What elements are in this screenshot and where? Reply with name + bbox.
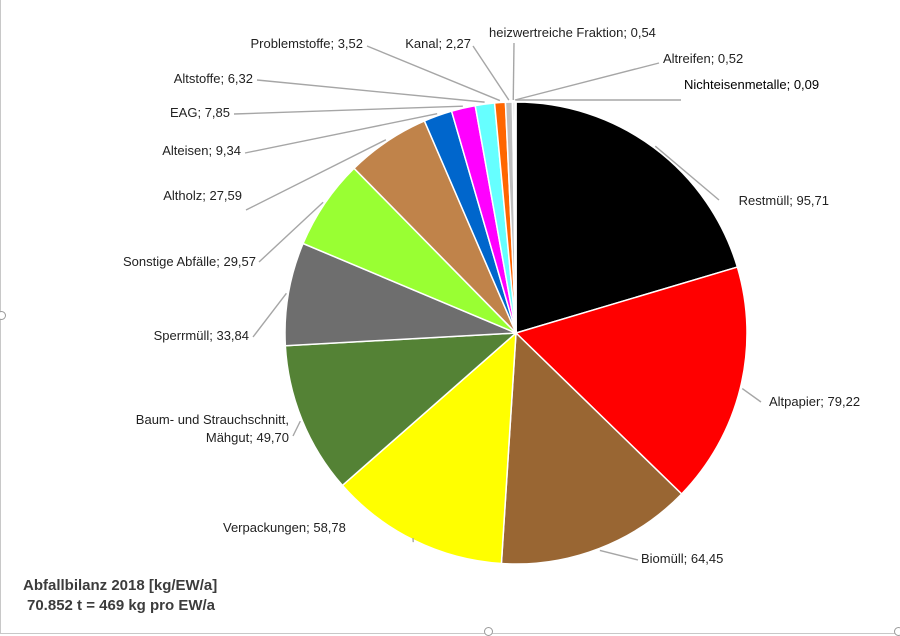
resize-handle-bottom[interactable] bbox=[484, 627, 493, 636]
leader-line bbox=[513, 43, 514, 100]
data-label: Sonstige Abfälle; 29,57 bbox=[123, 254, 256, 269]
data-label: Alteisen; 9,34 bbox=[162, 143, 241, 158]
data-label: Altholz; 27,59 bbox=[163, 188, 242, 203]
data-label: heizwertreiche Fraktion; 0,54 bbox=[489, 25, 656, 40]
leader-line bbox=[600, 550, 638, 560]
data-label: Kanal; 2,27 bbox=[405, 36, 471, 51]
leader-line bbox=[257, 80, 485, 102]
data-label: Problemstoffe; 3,52 bbox=[251, 36, 364, 51]
leader-line bbox=[253, 293, 286, 337]
data-label: Baum- und Strauchschnitt,Mähgut; 49,70 bbox=[136, 412, 289, 445]
data-label: Altpapier; 79,22 bbox=[769, 394, 860, 409]
data-label: Restmüll; 95,71 bbox=[739, 193, 829, 208]
summary-total: 70.852 t = 469 kg pro EW/a bbox=[23, 596, 217, 616]
data-label: Sperrmüll; 33,84 bbox=[154, 328, 249, 343]
data-label: Altreifen; 0,52 bbox=[663, 51, 743, 66]
resize-handle-bottom-right[interactable] bbox=[894, 627, 900, 636]
leader-line bbox=[515, 63, 659, 100]
summary-box: Abfallbilanz 2018 [kg/EW/a] 70.852 t = 4… bbox=[23, 576, 217, 616]
data-label: Altstoffe; 6,32 bbox=[174, 71, 253, 86]
data-label: Nichteisenmetalle; 0,09 bbox=[684, 77, 819, 92]
data-label: Verpackungen; 58,78 bbox=[223, 520, 346, 535]
leader-line bbox=[742, 389, 761, 402]
leader-line bbox=[234, 106, 463, 114]
summary-title: Abfallbilanz 2018 [kg/EW/a] bbox=[23, 576, 217, 596]
data-label: EAG; 7,85 bbox=[170, 105, 230, 120]
data-label: Biomüll; 64,45 bbox=[641, 551, 723, 566]
leader-line bbox=[293, 421, 300, 436]
